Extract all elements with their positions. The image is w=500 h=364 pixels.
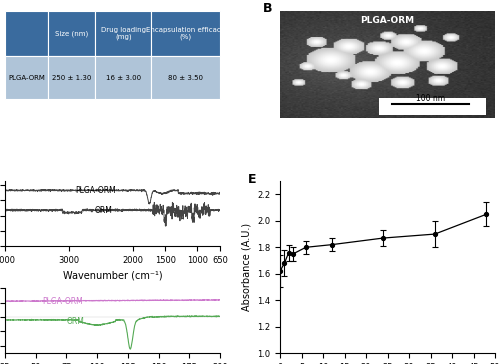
FancyBboxPatch shape bbox=[96, 11, 151, 56]
FancyBboxPatch shape bbox=[5, 56, 48, 99]
Text: PLGA-ORM: PLGA-ORM bbox=[8, 75, 45, 80]
Text: PLGA-ORM: PLGA-ORM bbox=[360, 16, 414, 25]
Text: Encapsulation efficacy
(%): Encapsulation efficacy (%) bbox=[146, 27, 225, 40]
Text: Drug loading
(mg): Drug loading (mg) bbox=[100, 27, 146, 40]
Text: 80 ± 3.50: 80 ± 3.50 bbox=[168, 75, 203, 80]
FancyBboxPatch shape bbox=[5, 11, 48, 56]
Text: ORM: ORM bbox=[66, 317, 84, 326]
FancyBboxPatch shape bbox=[96, 56, 151, 99]
Text: ORM: ORM bbox=[95, 206, 112, 215]
Text: Size (nm): Size (nm) bbox=[55, 30, 88, 37]
FancyBboxPatch shape bbox=[48, 11, 96, 56]
FancyBboxPatch shape bbox=[48, 56, 96, 99]
Text: 16 ± 3.00: 16 ± 3.00 bbox=[106, 75, 141, 80]
FancyBboxPatch shape bbox=[379, 98, 486, 115]
Text: B: B bbox=[263, 2, 272, 15]
X-axis label: Wavenumber (cm⁻¹): Wavenumber (cm⁻¹) bbox=[62, 270, 162, 280]
Text: E: E bbox=[248, 173, 256, 186]
FancyBboxPatch shape bbox=[151, 56, 220, 99]
FancyBboxPatch shape bbox=[151, 11, 220, 56]
Y-axis label: Absorbance (A.U.): Absorbance (A.U.) bbox=[242, 223, 252, 311]
Text: 100 nm: 100 nm bbox=[416, 94, 445, 103]
Text: 250 ± 1.30: 250 ± 1.30 bbox=[52, 75, 92, 80]
Text: PLGA-ORM: PLGA-ORM bbox=[42, 297, 82, 306]
Text: PLGA-ORM: PLGA-ORM bbox=[76, 186, 116, 195]
